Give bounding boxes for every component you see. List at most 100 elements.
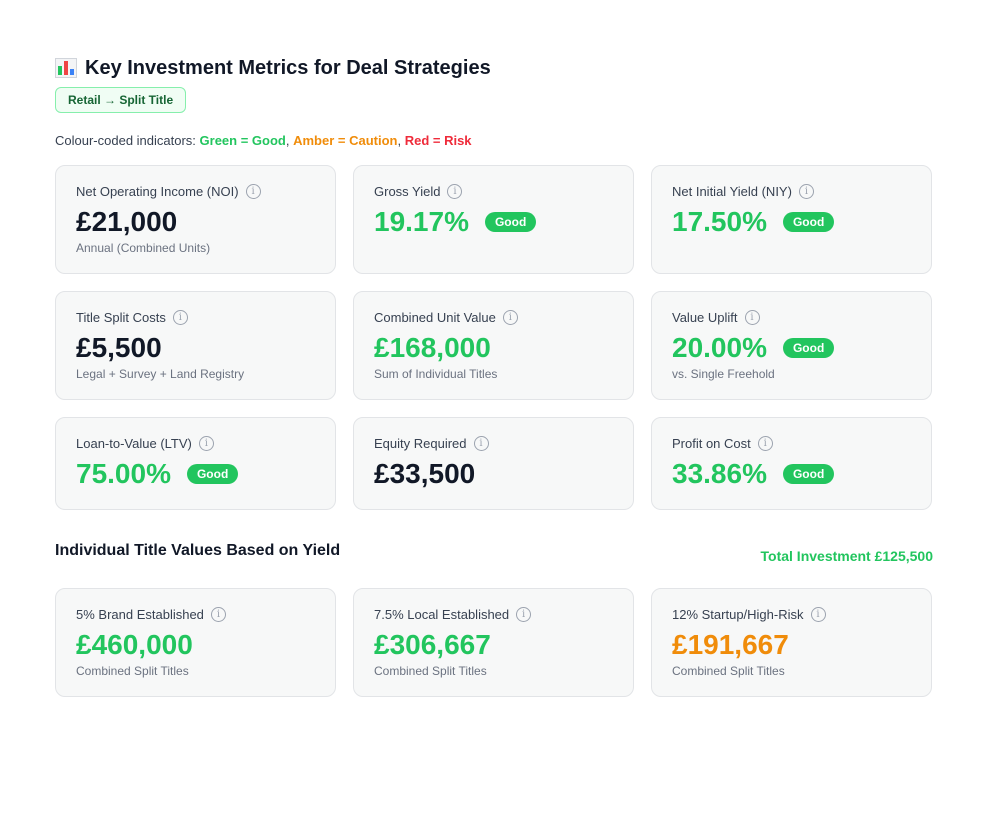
metric-card-profit-on-cost: Profit on Cost i 33.86% Good	[651, 417, 932, 510]
metric-label-text: Profit on Cost	[672, 436, 751, 451]
metric-label: 5% Brand Established i	[76, 607, 315, 622]
legend-amber: Amber = Caution	[293, 133, 398, 148]
metric-value: £460,000	[76, 629, 193, 660]
metric-card-loan-to-value-ltv: Loan-to-Value (LTV) i 75.00% Good	[55, 417, 336, 510]
metric-value: 75.00%	[76, 458, 171, 489]
metric-label-text: Gross Yield	[374, 184, 441, 199]
info-icon[interactable]: i	[172, 310, 188, 325]
info-icon[interactable]: i	[798, 184, 814, 199]
metric-label-text: Combined Unit Value	[374, 310, 496, 325]
metric-value-row: 19.17% Good	[374, 205, 613, 239]
metric-value-row: £168,000	[374, 331, 613, 365]
metric-card-5-brand-established: 5% Brand Established i £460,000 Combined Sp…	[55, 588, 336, 697]
status-badge: Good	[782, 212, 835, 232]
metric-value-row: £306,667	[374, 628, 613, 662]
page-title-text: Key Investment Metrics for Deal Strategi…	[85, 56, 491, 79]
metric-card-title-split-costs: Title Split Costs i £5,500 Legal + Survey +…	[55, 291, 336, 400]
metric-value: 19.17%	[374, 206, 469, 237]
metric-subtitle: Combined Split Titles	[672, 664, 785, 678]
info-icon[interactable]: i	[810, 607, 826, 622]
metric-value-row: 75.00% Good	[76, 457, 315, 491]
metrics-grid: Net Operating Income (NOI) i £21,000 Annual…	[55, 165, 933, 510]
legend-red: Red = Risk	[404, 133, 472, 148]
metric-value-row: £5,500	[76, 331, 315, 365]
metric-label: Net Initial Yield (NIY) i	[672, 184, 911, 199]
metric-label-text: Value Uplift	[672, 310, 738, 325]
metric-value-row: 33.86% Good	[672, 457, 911, 491]
metric-card-gross-yield: Gross Yield i 19.17% Good	[353, 165, 634, 274]
metric-value: £5,500	[76, 332, 162, 363]
metric-label: 7.5% Local Established i	[374, 607, 613, 622]
metric-label-text: 7.5% Local Established	[374, 607, 510, 622]
info-icon[interactable]: i	[744, 310, 760, 325]
metric-value-row: £33,500	[374, 457, 613, 491]
info-icon[interactable]: i	[757, 436, 773, 451]
info-icon[interactable]: i	[210, 607, 226, 622]
page-title: Key Investment Metrics for Deal Strategi…	[55, 55, 933, 81]
total-investment: Total Investment £125,500	[760, 548, 933, 564]
titles-section-header: Individual Title Values Based on Yield T…	[55, 542, 933, 564]
metric-label-text: 5% Brand Established	[76, 607, 204, 622]
info-icon[interactable]: i	[473, 436, 489, 451]
metric-value: 33.86%	[672, 458, 767, 489]
legend-sep: ,	[397, 133, 405, 148]
metric-subtitle: Sum of Individual Titles	[374, 367, 498, 381]
status-badge: Good	[186, 464, 239, 484]
metric-subtitle: Legal + Survey + Land Registry	[76, 367, 245, 381]
metric-value: 17.50%	[672, 206, 767, 237]
metric-value-row: £191,667	[672, 628, 911, 662]
metric-value: £306,667	[374, 629, 491, 660]
status-badge: Good	[782, 338, 835, 358]
metric-card-combined-unit-value: Combined Unit Value i £168,000 Sum of Indiv…	[353, 291, 634, 400]
metric-card-net-operating-income-noi: Net Operating Income (NOI) i £21,000 Annual…	[55, 165, 336, 274]
colour-legend: Colour-coded indicators: Green = Good, A…	[55, 133, 933, 148]
section-heading: Individual Title Values Based on Yield	[55, 542, 341, 559]
metric-card-net-initial-yield-niy: Net Initial Yield (NIY) i 17.50% Good	[651, 165, 932, 274]
metric-card-value-uplift: Value Uplift i 20.00% Good vs. Single Freeho…	[651, 291, 932, 400]
metric-value-row: £21,000	[76, 205, 315, 239]
metric-value: £191,667	[672, 629, 789, 660]
metric-label: Loan-to-Value (LTV) i	[76, 436, 315, 451]
title-values-grid: 5% Brand Established i £460,000 Combined Sp…	[55, 588, 933, 697]
metric-card-equity-required: Equity Required i £33,500	[353, 417, 634, 510]
metric-label: 12% Startup/High-Risk i	[672, 607, 911, 622]
metric-label-text: Net Operating Income (NOI)	[76, 184, 239, 199]
metric-value-row: 20.00% Good	[672, 331, 911, 365]
metric-label: Profit on Cost i	[672, 436, 911, 451]
metric-label: Net Operating Income (NOI) i	[76, 184, 315, 199]
metric-label: Value Uplift i	[672, 310, 911, 325]
metric-value: £33,500	[374, 458, 476, 489]
status-badge: Good	[484, 212, 537, 232]
metric-value-row: 17.50% Good	[672, 205, 911, 239]
metric-label-text: Loan-to-Value (LTV)	[76, 436, 192, 451]
metric-subtitle: Annual (Combined Units)	[76, 241, 211, 255]
metric-label: Title Split Costs i	[76, 310, 315, 325]
info-icon[interactable]: i	[198, 436, 214, 451]
metric-label: Equity Required i	[374, 436, 613, 451]
metric-subtitle: Combined Split Titles	[76, 664, 189, 678]
status-badge: Good	[782, 464, 835, 484]
legend-sep: ,	[285, 133, 294, 148]
info-icon[interactable]: i	[447, 184, 463, 199]
metric-label: Combined Unit Value i	[374, 310, 613, 325]
metric-value: £168,000	[374, 332, 491, 363]
metric-card-12-startup-high-risk: 12% Startup/High-Risk i £191,667 Combined S…	[651, 588, 932, 697]
info-icon[interactable]: i	[516, 607, 532, 622]
metric-label-text: Title Split Costs	[76, 310, 166, 325]
metric-label-text: 12% Startup/High-Risk	[672, 607, 804, 622]
metrics-panel: Key Investment Metrics for Deal Strategi…	[55, 55, 933, 697]
info-icon[interactable]: i	[502, 310, 518, 325]
legend-prefix: Colour-coded indicators:	[55, 133, 200, 148]
metric-card-7-5-local-established: 7.5% Local Established i £306,667 Combined …	[353, 588, 634, 697]
bar-chart-icon	[55, 58, 77, 78]
metric-value-row: £460,000	[76, 628, 315, 662]
metric-label-text: Equity Required	[374, 436, 467, 451]
metric-value: 20.00%	[672, 332, 767, 363]
metric-value: £21,000	[76, 206, 178, 237]
metric-label: Gross Yield i	[374, 184, 613, 199]
metric-subtitle: vs. Single Freehold	[672, 367, 775, 381]
strategy-badge: Retail → Split Title	[55, 87, 187, 113]
metric-subtitle: Combined Split Titles	[374, 664, 487, 678]
info-icon[interactable]: i	[245, 184, 261, 199]
metric-label-text: Net Initial Yield (NIY)	[672, 184, 792, 199]
